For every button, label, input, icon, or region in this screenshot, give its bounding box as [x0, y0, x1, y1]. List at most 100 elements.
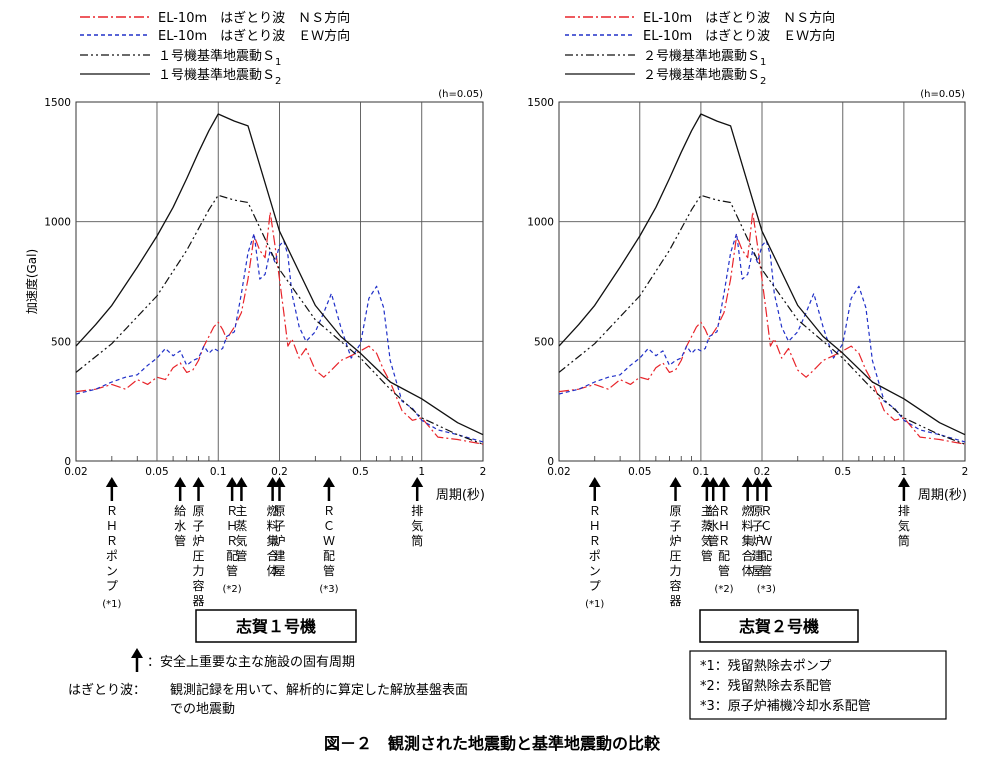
hagitori-label: はぎとり波： — [68, 683, 146, 698]
facility-label: ＲＨＲポンプ — [589, 504, 601, 593]
damping-note: (h=0.05) — [920, 89, 965, 100]
x-tick-label: 2 — [480, 466, 487, 478]
x-tick-label: 0.02 — [547, 466, 570, 478]
footnote-2: *2：残留熱除去系配管 — [700, 679, 832, 694]
facility-marker: ＲＨＲポンプ (*1) — [585, 477, 604, 610]
arrow-head-icon — [897, 477, 910, 487]
legend-unit2: EL-10m はぎとり波 ＮＳ方向 EL-10m はぎとり波 ＥＷ方向 ２号機基… — [565, 10, 835, 87]
arrow-legend-text: ：安全上重要な主な施設の固有周期 — [147, 654, 355, 670]
x-tick-label: 0.05 — [628, 466, 651, 478]
arrow-head-icon — [718, 477, 731, 487]
facility-note: (*2) — [223, 584, 242, 595]
figure-title: 図－２ 観測された地震動と基準地震動の比較 — [324, 734, 661, 753]
x-tick-label: 0.5 — [352, 466, 369, 478]
arrow-head-icon — [669, 477, 682, 487]
facility-marker: 燃料集合体 — [742, 477, 754, 578]
arrow-head-icon — [411, 477, 424, 487]
arrow-head-icon — [105, 477, 118, 487]
facility-note: (*2) — [714, 584, 733, 595]
facility-marker: 主蒸気管 — [701, 477, 713, 563]
facility-note: (*1) — [102, 599, 121, 610]
facility-note: (*3) — [319, 584, 338, 595]
legend-s2-label: ２号機基準地震動Ｓ2 — [643, 67, 766, 87]
legend-ns-label: EL-10m はぎとり波 ＮＳ方向 — [643, 10, 835, 26]
x-tick-label: 2 — [962, 466, 969, 478]
series-line-3 — [558, 113, 966, 436]
facility-marker: 原子炉圧力容器 — [670, 477, 682, 608]
damping-note: (h=0.05) — [438, 89, 483, 100]
facility-label: 主蒸気管 — [235, 504, 247, 563]
arrow-head-icon — [751, 477, 764, 487]
chart-unit1: 0.02 0.05 0.1 0.2 0.5 1 2 0 500 1000 1500 (h=0.05) 加… — [24, 89, 486, 610]
facility-marker: 給水管 — [174, 477, 186, 548]
chart-unit2: 0.02 0.05 0.1 0.2 0.5 1 2 0 500 1000 1500 (h=0.05) 周… — [527, 89, 968, 610]
x-axis-label: 周期(秒) — [918, 488, 967, 503]
facility-label: ＲＨＲ配管 — [718, 504, 730, 578]
facility-marker: ＲＨＲポンプ (*1) — [102, 477, 122, 610]
facility-label: ＲＨＲポンプ — [106, 504, 118, 593]
facility-marker: 原子炉建屋 — [751, 477, 763, 578]
arrow-head-icon — [174, 477, 187, 487]
footnote-frame — [689, 650, 947, 720]
x-tick-label: 0.05 — [145, 466, 168, 478]
arrow-head-icon — [322, 477, 335, 487]
arrow-head-icon — [707, 477, 720, 487]
facility-marker: 排気筒 — [898, 477, 910, 548]
facility-note: (*3) — [757, 584, 776, 595]
y-tick-label: 1500 — [527, 97, 554, 109]
facility-label: ＲＨＲ配管 — [226, 504, 238, 578]
facility-marker: ＲＨＲ配管 (*2) — [714, 477, 734, 595]
series-line-0 — [75, 211, 484, 445]
arrow-head-icon — [741, 477, 754, 487]
x-tick-label: 0.1 — [210, 466, 227, 478]
facility-label: 主蒸気管 — [701, 504, 713, 563]
series-line-2 — [75, 194, 484, 445]
arrow-head-icon — [226, 477, 239, 487]
facility-note: (*1) — [585, 599, 604, 610]
x-tick-label: 0.5 — [834, 466, 851, 478]
plant-label-text: 志賀１号機 — [236, 617, 316, 636]
legend-s1-label: １号機基準地震動Ｓ1 — [158, 48, 281, 68]
facility-label: 原子炉圧力容器 — [193, 504, 205, 608]
x-tick-label: 0.2 — [754, 466, 771, 478]
x-tick-label: 0.2 — [271, 466, 288, 478]
arrow-head-icon — [273, 477, 286, 487]
y-tick-label: 0 — [64, 456, 71, 468]
facility-label: 給水管 — [174, 504, 186, 548]
legend-s2-label: １号機基準地震動Ｓ2 — [158, 67, 281, 87]
arrow-head-icon — [235, 477, 248, 487]
plant-label-unit1: 志賀１号機 — [195, 609, 357, 643]
series-line-2 — [558, 194, 966, 445]
arrow-legend-note: ：安全上重要な主な施設の固有周期 — [131, 648, 355, 672]
hagitori-note: はぎとり波： 観測記録を用いて、解析的に算定した解放基盤表面 での地震動 — [68, 682, 468, 717]
y-tick-label: 1000 — [527, 217, 554, 229]
hagitori-desc-1: 観測記録を用いて、解析的に算定した解放基盤表面 — [170, 682, 468, 698]
plant-label-box — [699, 609, 859, 643]
arrow-head-icon — [760, 477, 773, 487]
arrow-head-icon — [588, 477, 601, 487]
x-tick-label: 0.02 — [64, 466, 87, 478]
footnote-1: *1：残留熱除去ポンプ — [700, 659, 831, 674]
y-tick-label: 0 — [547, 456, 554, 468]
facility-label: 燃料集合体 — [742, 503, 754, 578]
y-tick-label: 500 — [534, 336, 554, 348]
y-tick-label: 1500 — [44, 97, 71, 109]
x-tick-label: 1 — [901, 466, 908, 478]
facility-label: ＲＣＷ配管 — [323, 504, 335, 578]
y-tick-label: 500 — [51, 336, 71, 348]
plant-label-box — [195, 609, 357, 643]
legend-ew-label: EL-10m はぎとり波 ＥＷ方向 — [643, 28, 835, 44]
facility-label: 原子炉建屋 — [751, 504, 763, 578]
x-tick-label: 1 — [418, 466, 425, 478]
hagitori-desc-2: での地震動 — [170, 702, 235, 717]
series-line-1 — [75, 233, 484, 443]
series-line-3 — [75, 113, 484, 436]
legend-ew-label: EL-10m はぎとり波 ＥＷ方向 — [158, 28, 350, 44]
facility-label: 燃料集合体 — [267, 503, 279, 578]
footnote-box: *1：残留熱除去ポンプ *2：残留熱除去系配管 *3：原子炉補機冷却水系配管 — [689, 650, 947, 720]
legend-s1-label: ２号機基準地震動Ｓ1 — [643, 48, 766, 68]
x-axis-label: 周期(秒) — [436, 488, 485, 503]
y-tick-label: 1000 — [44, 217, 71, 229]
plant-label-unit2: 志賀２号機 — [699, 609, 859, 643]
